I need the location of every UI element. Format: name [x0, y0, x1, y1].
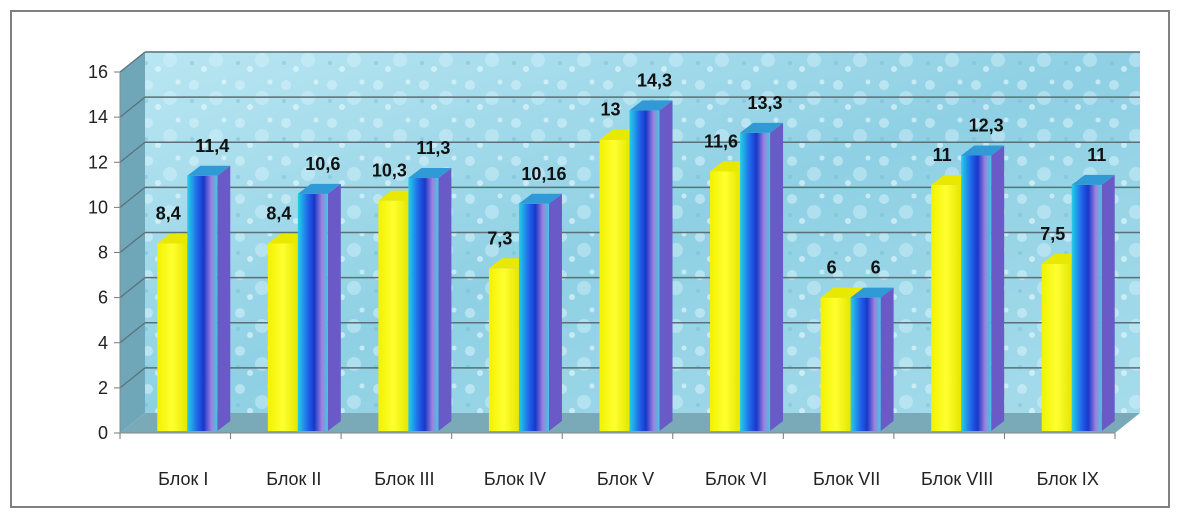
bar	[1071, 184, 1102, 431]
bar-top	[408, 168, 452, 179]
data-label: 6	[871, 258, 881, 278]
bar	[629, 110, 660, 431]
data-label: 14,3	[637, 70, 672, 90]
gridline-side	[119, 367, 146, 389]
category-label: Блок V	[597, 469, 654, 489]
y-tick-label: 10	[88, 197, 108, 217]
data-label: 11	[933, 145, 952, 165]
bar-side	[438, 168, 452, 431]
bar-top	[629, 100, 673, 111]
bar-side	[327, 183, 341, 431]
gridline-side	[119, 186, 146, 208]
bar	[408, 178, 439, 431]
bar-top	[187, 165, 231, 176]
bar-side	[1101, 174, 1115, 431]
bar-side	[659, 100, 673, 431]
category-label: Блок I	[158, 469, 208, 489]
gridline-side	[119, 232, 146, 253]
bar	[518, 203, 549, 431]
category-label: Блок III	[374, 469, 434, 489]
bar-top	[297, 183, 341, 194]
gridline-side	[119, 277, 146, 299]
data-label: 10,6	[305, 154, 340, 174]
category-label: Блок VI	[705, 469, 767, 489]
gridline-side	[119, 96, 146, 118]
data-label: 8,4	[156, 203, 181, 223]
data-label: 10,16	[521, 164, 566, 184]
category-label: Блок IV	[484, 469, 546, 489]
bar-side	[880, 287, 894, 431]
bar-side	[991, 145, 1005, 431]
data-label: 6	[827, 258, 837, 278]
bar-side	[770, 122, 784, 431]
data-label: 11,6	[704, 131, 738, 151]
category-label: Блок VIII	[921, 469, 993, 489]
bar	[267, 243, 298, 431]
bar-side	[217, 165, 231, 431]
bar-top	[820, 287, 864, 298]
y-tick-label: 2	[98, 378, 108, 398]
bar	[850, 297, 881, 431]
y-tick-label: 14	[88, 107, 108, 127]
bar-top	[850, 287, 894, 298]
y-tick-label: 16	[88, 62, 108, 82]
bar-top	[740, 122, 784, 133]
bar	[710, 171, 741, 431]
gridline-side	[119, 141, 146, 163]
bar-top	[1071, 174, 1115, 185]
data-label: 13,3	[748, 93, 783, 113]
data-label: 11	[1087, 145, 1106, 165]
data-label: 7,5	[1040, 224, 1065, 244]
bar	[1041, 263, 1072, 431]
bar	[599, 139, 630, 431]
y-tick-label: 6	[98, 288, 108, 308]
category-label: Блок IX	[1037, 469, 1099, 489]
bar	[740, 132, 771, 431]
data-label: 8,4	[266, 203, 291, 223]
data-label: 11,4	[195, 136, 229, 156]
category-label: Блок II	[266, 469, 321, 489]
category-label: Блок VII	[813, 469, 880, 489]
bar-side	[548, 193, 562, 431]
bar	[297, 193, 328, 431]
bar	[961, 155, 992, 431]
y-tick-label: 8	[98, 243, 108, 263]
bar	[187, 175, 218, 431]
y-tick-label: 0	[98, 423, 108, 443]
data-label: 7,3	[487, 228, 512, 248]
bar-top	[518, 193, 562, 204]
data-label: 12,3	[969, 115, 1004, 135]
data-label: 11,3	[416, 138, 450, 158]
bar	[820, 297, 851, 431]
data-label: 13	[600, 100, 620, 120]
bar	[378, 200, 409, 431]
y-tick-label: 4	[98, 333, 108, 353]
gridline-side	[119, 51, 146, 73]
bar-top	[961, 145, 1005, 156]
data-label: 10,3	[372, 161, 407, 181]
bar	[931, 184, 962, 431]
bar	[157, 243, 188, 431]
gridline-side	[119, 322, 146, 344]
y-tick-label: 12	[88, 152, 108, 172]
bar	[488, 268, 519, 431]
